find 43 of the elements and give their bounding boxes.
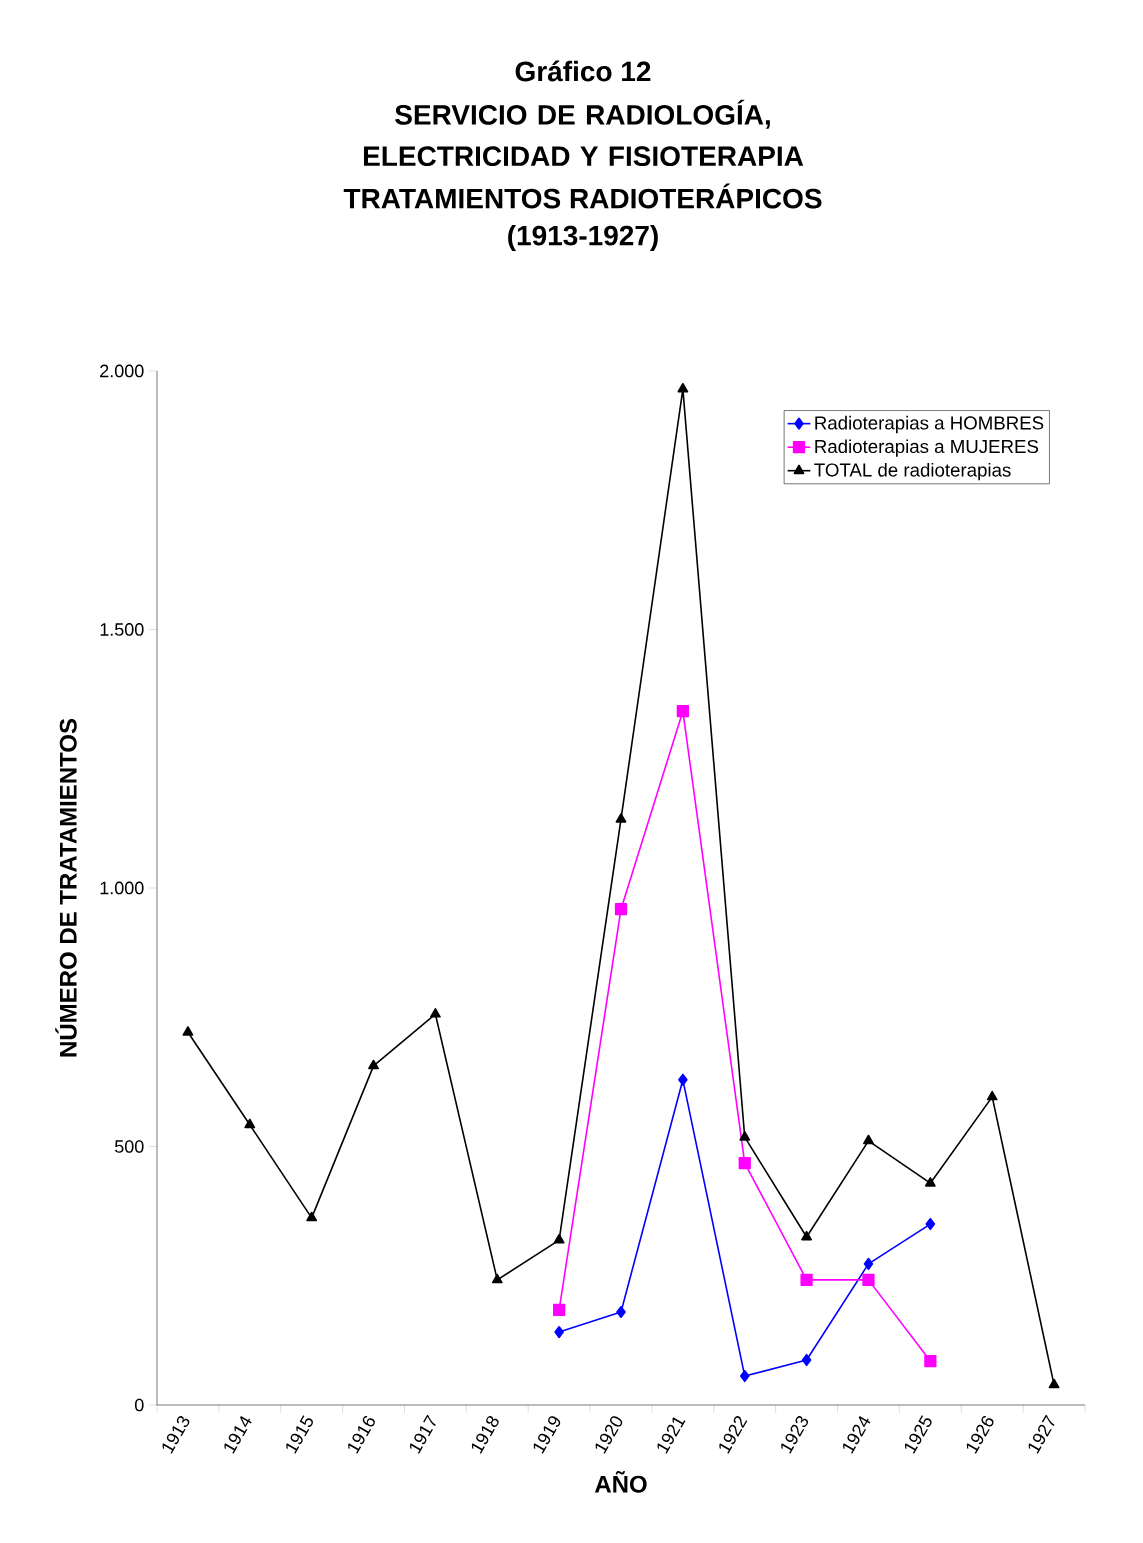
text: TRATAMIENTOS RADIOTERÁPICOS xyxy=(343,183,822,209)
point xyxy=(553,1233,565,1244)
point xyxy=(863,1134,874,1145)
text: (1913-1927) xyxy=(508,224,658,252)
y-tick-label: 2.000 xyxy=(100,364,144,378)
y-tick-label: 1.000 xyxy=(100,881,144,895)
legend-label: Radioterapias a HOMBRES xyxy=(815,415,1044,434)
point xyxy=(738,1156,751,1170)
point xyxy=(429,1008,441,1018)
point xyxy=(924,1354,937,1368)
point xyxy=(986,1090,998,1101)
point xyxy=(614,903,628,916)
point xyxy=(678,1073,688,1086)
chart-subtitle: SERVICIO DE RADIOLOGÍA, ELECTRICIDAD Y FISIOTERAPIA xyxy=(363,99,804,167)
legend-label: TOTAL de radioterapias xyxy=(814,462,1011,481)
point xyxy=(925,1217,936,1231)
y-tick-label: 0 xyxy=(134,1398,144,1412)
point xyxy=(491,1273,503,1284)
point xyxy=(801,1230,813,1241)
point xyxy=(739,1369,750,1383)
point xyxy=(801,1353,812,1367)
y-axis-title: NÚMERO DE TRATAMIENTOS xyxy=(55,718,77,1057)
x-axis-title: AÑO xyxy=(594,1471,647,1493)
point xyxy=(862,1273,875,1287)
point xyxy=(677,382,689,393)
legend-label: Radioterapias a MUJERES xyxy=(815,439,1039,457)
point xyxy=(676,705,689,718)
point xyxy=(863,1257,874,1270)
point xyxy=(616,1305,626,1319)
y-tick-label: 1.500 xyxy=(100,623,144,636)
point xyxy=(1048,1378,1060,1389)
y-tick-label: 500 xyxy=(114,1140,144,1153)
point xyxy=(306,1211,318,1222)
point xyxy=(800,1273,813,1287)
point xyxy=(554,1325,564,1339)
point xyxy=(368,1059,379,1070)
point xyxy=(924,1177,936,1187)
point xyxy=(739,1131,751,1141)
point xyxy=(553,1303,566,1317)
chart-title: Gráfico 12 xyxy=(515,60,651,82)
point xyxy=(182,1026,194,1036)
point xyxy=(244,1118,256,1129)
point xyxy=(615,813,627,823)
